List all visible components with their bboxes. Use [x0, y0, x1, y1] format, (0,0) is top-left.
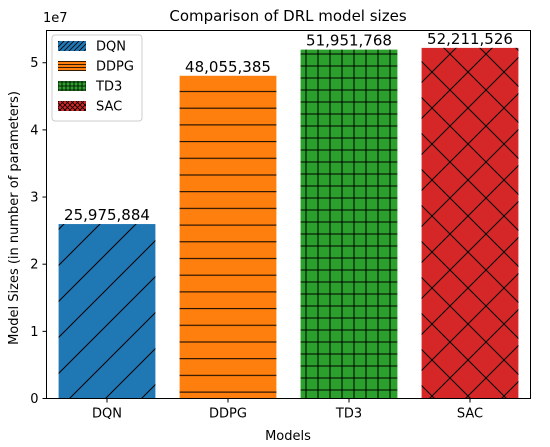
y-offset-text: 1e7 [43, 11, 68, 26]
bar-value-label: 51,951,768 [306, 32, 392, 50]
y-tick-label: 2 [30, 258, 38, 273]
y-tick-label: 1 [30, 325, 38, 340]
legend-label: DQN [96, 40, 126, 55]
bar-value-label: 48,055,385 [185, 58, 271, 76]
legend-swatch-hatch [58, 101, 86, 111]
x-tick-label: DDPG [209, 407, 247, 422]
x-axis-label: Models [265, 429, 311, 444]
value-labels-layer: 25,975,884 48,055,385 51,951,768 52,211,526 [64, 30, 513, 224]
plot-frame [46, 30, 531, 399]
legend-label: SAC [96, 100, 122, 115]
y-tick-label: 3 [30, 191, 38, 206]
bars-layer [58, 47, 519, 399]
y-tick-label: 5 [30, 56, 38, 71]
y-tick-label: 0 [30, 392, 38, 407]
x-tick-label: TD3 [335, 407, 362, 422]
legend: DQN DDPG TD3 SAC [51, 34, 143, 122]
x-axis-ticks: DQN DDPG TD3 SAC [92, 398, 483, 422]
y-axis-ticks: 0 1 2 3 4 5 [30, 56, 47, 407]
x-tick-label: DQN [92, 407, 122, 422]
y-axis-label: Model Sizes (in number of parameters) [7, 91, 22, 345]
legend-label: TD3 [95, 80, 122, 95]
bar-value-label: 52,211,526 [427, 30, 513, 48]
bar-hatch-dqn [58, 224, 156, 399]
legend-swatch-hatch [58, 61, 86, 71]
legend-swatch-hatch [58, 81, 86, 91]
y-tick-label: 4 [30, 123, 38, 138]
bar-value-label: 25,975,884 [64, 206, 150, 224]
bar-hatch-ddpg [179, 75, 277, 399]
legend-frame [51, 34, 143, 122]
x-tick-label: SAC [457, 407, 483, 422]
chart-title: Comparison of DRL model sizes [169, 7, 406, 25]
bar-hatch-td3 [300, 49, 398, 399]
bar-hatch-sac [421, 47, 519, 399]
legend-swatch-hatch [58, 41, 86, 51]
legend-label: DDPG [96, 60, 134, 75]
